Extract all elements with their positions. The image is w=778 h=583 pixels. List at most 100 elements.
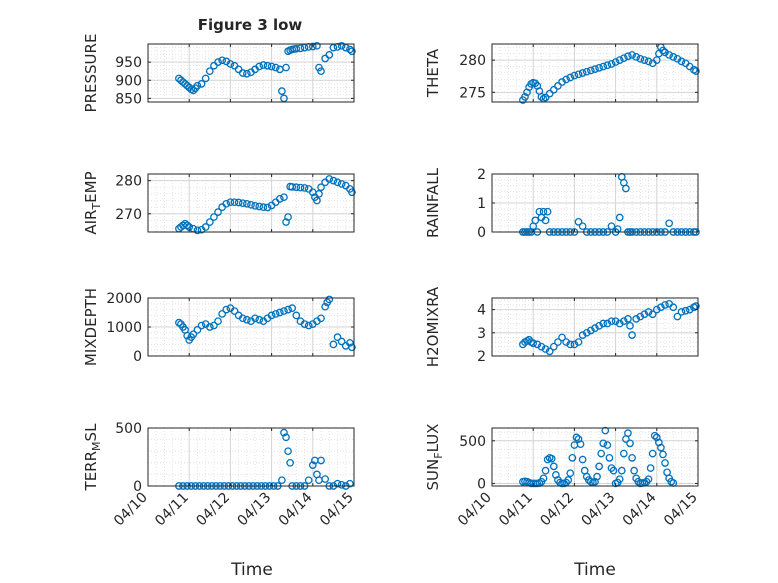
data-point <box>566 469 575 478</box>
data-point <box>669 53 678 61</box>
tick-marks <box>147 174 355 232</box>
data-point <box>238 314 247 323</box>
data-point <box>348 343 356 352</box>
data-point <box>533 340 542 349</box>
data-point <box>630 466 638 475</box>
data-point <box>238 69 247 77</box>
data-point <box>545 347 554 356</box>
data-point <box>263 203 272 212</box>
data-point <box>539 207 548 216</box>
data-point <box>624 429 632 437</box>
data-point <box>644 308 653 316</box>
data-point <box>337 41 346 50</box>
axes-box <box>147 173 355 233</box>
data-point <box>652 305 661 314</box>
data-point <box>603 319 612 328</box>
data-point <box>529 339 538 348</box>
data-point <box>632 315 641 323</box>
data-point <box>541 216 550 225</box>
data-point <box>278 476 286 485</box>
data-point <box>197 80 206 88</box>
data-point <box>570 71 579 80</box>
data-point <box>255 315 264 324</box>
data-point <box>578 222 587 231</box>
data-point <box>267 311 276 320</box>
data-point <box>325 295 334 304</box>
data-point <box>599 319 608 328</box>
data-point <box>263 61 272 70</box>
figure-title: Figure 3 low <box>198 16 303 34</box>
axes-box <box>491 43 699 103</box>
data-point <box>574 338 583 346</box>
data-point <box>243 199 251 208</box>
data-point <box>214 317 222 326</box>
subplot-h2omixra: 2 3 4 H2OMIXRA <box>424 286 700 367</box>
data-point <box>226 60 235 68</box>
data-point <box>578 331 587 339</box>
data-point <box>539 474 548 483</box>
data-point <box>308 461 317 469</box>
data-point <box>659 46 667 55</box>
data-point <box>280 307 288 315</box>
data-point <box>582 67 591 76</box>
y-tick-label: 0 <box>133 479 142 495</box>
data-point <box>280 428 288 437</box>
data-point <box>348 47 356 56</box>
data-point <box>329 176 338 185</box>
data-point <box>304 476 313 485</box>
axes-background <box>492 428 698 486</box>
data-point <box>304 321 313 330</box>
data-point <box>619 54 628 63</box>
data-point <box>603 61 612 70</box>
data-point <box>271 63 280 72</box>
y-axis-label: TERRMSL <box>82 423 103 492</box>
data-point <box>251 314 259 323</box>
data-point <box>636 54 645 63</box>
data-point <box>609 466 618 475</box>
data-point <box>554 338 562 346</box>
data-point <box>292 44 301 53</box>
data-point <box>665 51 674 59</box>
data-point <box>189 86 198 95</box>
y-tick-label: 0 <box>477 225 486 241</box>
data-point <box>201 223 210 231</box>
data-point <box>346 479 354 488</box>
data-point <box>568 454 577 462</box>
data-point <box>566 73 575 82</box>
data-point <box>541 345 550 353</box>
subplot-pressure: 850 900 950 PRESSURE <box>82 34 356 112</box>
data-point <box>255 202 264 211</box>
data-point <box>591 324 599 333</box>
data-point <box>587 326 595 335</box>
data-point <box>275 308 284 317</box>
data-point <box>205 218 214 226</box>
y-tick-label: 0 <box>133 349 142 365</box>
data-point <box>348 188 356 197</box>
tick-marks <box>491 44 699 102</box>
y-tick-label: 2 <box>477 349 486 365</box>
data-point <box>622 184 630 193</box>
y-tick-label: 500 <box>115 421 142 437</box>
data-point <box>582 328 591 337</box>
data-point <box>603 441 612 449</box>
data-point <box>615 475 624 484</box>
data-point <box>292 183 301 192</box>
data-point <box>657 443 665 452</box>
tick-marks <box>147 44 355 102</box>
data-point <box>284 305 292 314</box>
y-tick-label: 1000 <box>106 320 142 336</box>
major-grid <box>147 44 355 102</box>
data-point <box>570 340 579 349</box>
data-point <box>238 199 247 208</box>
y-tick-label: 900 <box>115 73 142 89</box>
data-point <box>267 62 276 71</box>
data-point <box>230 198 239 207</box>
subplot-theta: 275 280 THETA <box>424 43 700 104</box>
data-point <box>572 433 581 442</box>
data-point <box>562 338 571 346</box>
data-point <box>315 190 323 198</box>
y-axis-label: MIXDEPTH <box>82 288 100 366</box>
data-point <box>607 317 616 326</box>
data-point <box>278 87 286 95</box>
data-point <box>593 472 601 481</box>
